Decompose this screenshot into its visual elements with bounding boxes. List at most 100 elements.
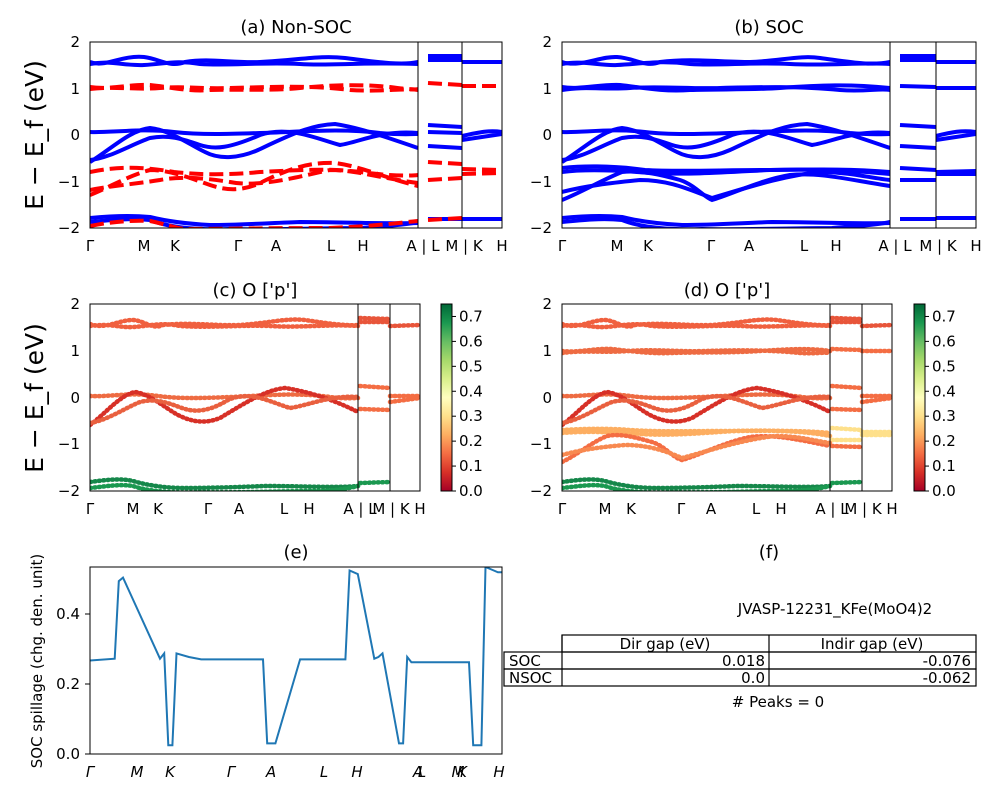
plot-area [90, 54, 502, 228]
plot-area [562, 315, 892, 491]
y-axis: 0.0 0.2 0.4 [56, 605, 90, 763]
x-tick-label: H [970, 237, 981, 255]
x-tick-label: M [127, 500, 140, 518]
x-tick-label: L [800, 237, 809, 255]
gap-table [503, 634, 977, 687]
colorbar-tick-label: 0.3 [459, 407, 483, 425]
x-tick-label: M | K [844, 500, 883, 518]
x-tick-label: A [744, 237, 755, 255]
x-tick-label: M [131, 763, 144, 781]
colorbar-tick-label: 0.2 [932, 432, 956, 450]
colorbar-tick-label: 0.1 [932, 457, 956, 475]
y-tick-label: 0.4 [56, 605, 80, 623]
chart-title: (b) SOC [734, 17, 803, 38]
bands-soc [562, 54, 976, 228]
colorbar-gradient [440, 303, 453, 492]
x-tick-label: K [643, 237, 654, 255]
x-tick-label: Γ [86, 500, 95, 518]
plot-area [90, 315, 420, 491]
y-tick-label: 0.0 [56, 745, 80, 763]
plot-frame [89, 303, 421, 492]
plot-frame [89, 566, 503, 755]
x-tick-label: A [265, 763, 276, 781]
x-tick-label: A [271, 237, 282, 255]
table-cell: 0.0 [741, 669, 765, 687]
colorbar: 0.0 0.1 0.2 0.3 0.4 0.5 0.6 0.7 [440, 303, 483, 500]
x-tick-label: Γ [227, 763, 237, 781]
y-axis-label: E − E_f (eV) [20, 60, 49, 210]
y-tick-label: 0 [542, 126, 552, 144]
x-tick-label: H [493, 763, 504, 781]
x-tick-label: K [626, 500, 637, 518]
x-tick-label: K [170, 237, 181, 255]
x-tick-label: M [452, 763, 465, 781]
y-tick-label: 0.2 [56, 675, 80, 693]
x-tick-label: M [599, 500, 612, 518]
x-tick-label: Γ [677, 500, 686, 518]
colorbar-tick-label: 0.0 [932, 482, 956, 500]
plot-frame [561, 303, 893, 492]
y-tick-label: 0 [70, 389, 80, 407]
x-axis: Γ M K Γ A L H A | L M | K H [558, 500, 898, 518]
x-tick-label: A | L [815, 500, 849, 518]
y-tick-label: 0 [70, 126, 80, 144]
x-tick-label: K [153, 500, 164, 518]
x-tick-label: L [418, 763, 426, 781]
column-header: Dir gap (eV) [620, 635, 711, 653]
x-tick-label: H [830, 237, 841, 255]
colorbar-tick-label: 0.6 [459, 332, 483, 350]
panel-f: (f) JVASP-12231_KFe(MoO4)2 Dir gap (eV) … [503, 542, 977, 711]
x-tick-label: M [611, 237, 624, 255]
table-cell: 0.018 [722, 652, 765, 670]
plot-frame [561, 41, 977, 229]
colorbar-ticks: 0.0 0.1 0.2 0.3 0.4 0.5 0.6 0.7 [452, 307, 483, 500]
chart-title: (e) [283, 542, 308, 563]
y-tick-label: 2 [70, 295, 80, 313]
chart-title: (c) O ['p'] [213, 280, 298, 301]
panel-a: (a) Non-SOC [20, 17, 508, 255]
x-tick-label: Γ [86, 763, 96, 781]
table-cell: -0.062 [923, 669, 971, 687]
x-tick-label: L [752, 500, 761, 518]
plot-area [90, 567, 502, 747]
x-tick-label: M | K [372, 500, 411, 518]
x-tick-label: L [327, 237, 336, 255]
y-tick-label: 2 [70, 33, 80, 51]
x-tick-label: K [457, 763, 468, 781]
x-axis: Γ M K Γ A L H A | L M | K H [86, 237, 508, 255]
x-tick-label: M [138, 237, 151, 255]
bands-spin-down [90, 81, 502, 228]
y-tick-label: −2 [530, 219, 552, 237]
x-tick-label: A [412, 763, 423, 781]
chart-title: (a) Non-SOC [240, 17, 351, 38]
projected-bands [562, 315, 892, 491]
x-tick-label: A | L [343, 500, 377, 518]
x-axis: Γ M K Γ A L H A L M K H [86, 763, 505, 781]
chart-title: (d) O ['p'] [684, 280, 770, 301]
row-label: SOC [509, 652, 541, 670]
colorbar-tick-label: 0.4 [459, 382, 483, 400]
x-axis: Γ M K Γ A L H A | L M | K H [558, 237, 982, 255]
y-tick-label: −2 [530, 482, 552, 500]
colorbar-tick-label: 0.4 [932, 382, 956, 400]
x-tick-label: H [414, 500, 425, 518]
x-tick-label: Γ [204, 500, 213, 518]
column-header: Indir gap (eV) [821, 635, 924, 653]
table-title: (f) [759, 542, 779, 563]
colorbar-tick-label: 0.5 [459, 357, 483, 375]
colorbar-tick-label: 0.7 [932, 307, 956, 325]
y-tick-label: 0 [542, 389, 552, 407]
panel-c: (c) O ['p'] −2 −1 0 1 2 E [20, 280, 483, 518]
x-tick-label: H [303, 500, 314, 518]
y-axis: −2 −1 0 1 2 [58, 295, 80, 500]
spillage-line [90, 567, 502, 747]
y-tick-label: 2 [542, 295, 552, 313]
colorbar-tick-label: 0.7 [459, 307, 483, 325]
y-tick-label: −2 [58, 219, 80, 237]
y-tick-label: −2 [58, 482, 80, 500]
colorbar-tick-label: 0.5 [932, 357, 956, 375]
y-tick-label: 1 [542, 80, 552, 98]
x-tick-label: H [496, 237, 507, 255]
x-tick-label: K [165, 763, 176, 781]
x-tick-label: H [886, 500, 897, 518]
